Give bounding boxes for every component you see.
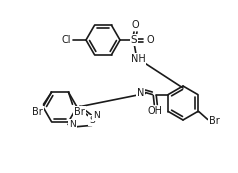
Text: NH: NH — [131, 54, 145, 64]
Text: O: O — [146, 35, 154, 45]
Text: N: N — [93, 112, 99, 121]
Text: O: O — [131, 20, 139, 30]
Text: OH: OH — [148, 107, 163, 116]
Text: Br: Br — [32, 107, 43, 117]
Text: S: S — [89, 116, 95, 125]
Text: Cl: Cl — [61, 35, 71, 45]
Text: N: N — [69, 120, 76, 129]
Text: Br: Br — [209, 116, 220, 126]
Text: N: N — [137, 88, 144, 98]
Text: Br: Br — [74, 107, 85, 117]
Text: S: S — [131, 35, 137, 45]
